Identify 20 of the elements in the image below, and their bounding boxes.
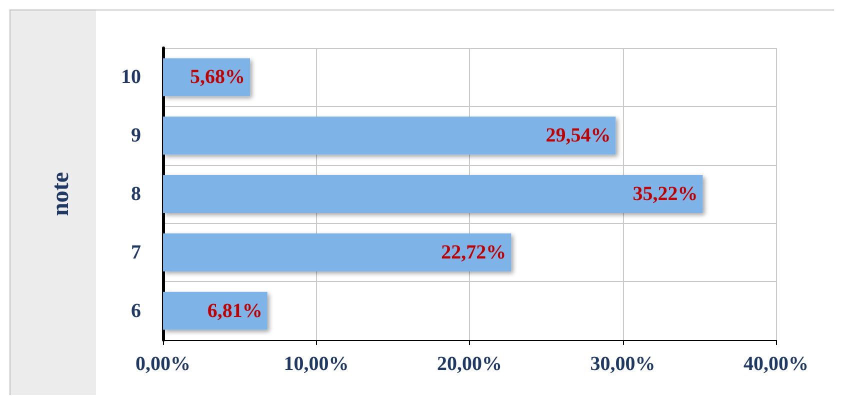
x-tick-label: 10,00% xyxy=(284,353,349,375)
y-tick-label: 7 xyxy=(131,241,141,264)
data-label: 5,68% xyxy=(190,66,246,88)
bar xyxy=(163,116,616,155)
y-axis-title: note xyxy=(48,172,74,216)
x-tick-label: 40,00% xyxy=(744,353,808,375)
bar xyxy=(163,292,268,330)
x-tick-label: 30,00% xyxy=(590,353,656,375)
data-label: 35,22% xyxy=(632,183,698,205)
data-label: 6,81% xyxy=(207,300,262,322)
y-tick-label: 6 xyxy=(131,300,141,322)
y-tick-label: 9 xyxy=(131,124,141,147)
data-label: 29,54% xyxy=(546,124,611,147)
y-tick-label: 10 xyxy=(121,66,141,88)
bar xyxy=(163,233,512,272)
x-tick-label: 20,00% xyxy=(437,353,502,375)
x-tick-label: 0,00% xyxy=(136,353,190,375)
bar xyxy=(163,175,703,213)
data-label: 22,72% xyxy=(441,241,506,264)
y-tick-label: 8 xyxy=(131,183,141,205)
